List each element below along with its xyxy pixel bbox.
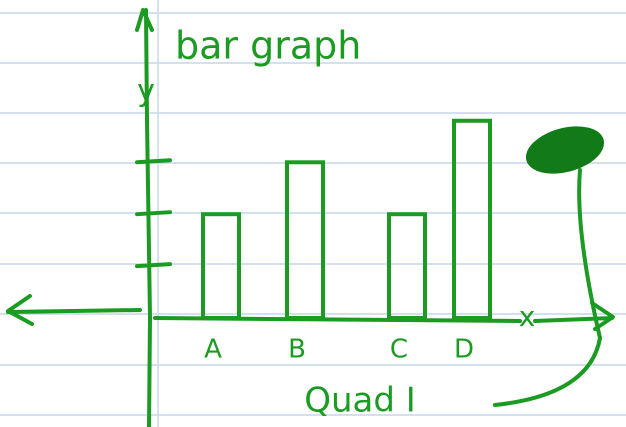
annotation-arrow-tail: [495, 338, 600, 405]
x-tick-label: A: [204, 335, 222, 365]
chart: bar graph y x Quad I A B C D: [0, 0, 626, 427]
bar: [389, 214, 425, 318]
x-tick-label: D: [454, 335, 474, 365]
annotation: Quad I: [304, 381, 416, 421]
y-tick: [137, 160, 170, 162]
x-axis-left: [8, 310, 140, 312]
y-axis-label: y: [137, 74, 155, 109]
x-tick-label: B: [288, 335, 306, 365]
chart-title: bar graph: [175, 24, 361, 68]
annotation-arrow: [579, 170, 600, 338]
y-tick: [137, 264, 170, 266]
y-tick: [137, 212, 170, 214]
bar: [203, 214, 239, 318]
bar: [287, 162, 323, 318]
x-tick-label: C: [390, 335, 408, 365]
x-axis-label: x: [519, 300, 536, 333]
bar: [454, 121, 490, 318]
quadrant-marker: [521, 118, 610, 181]
